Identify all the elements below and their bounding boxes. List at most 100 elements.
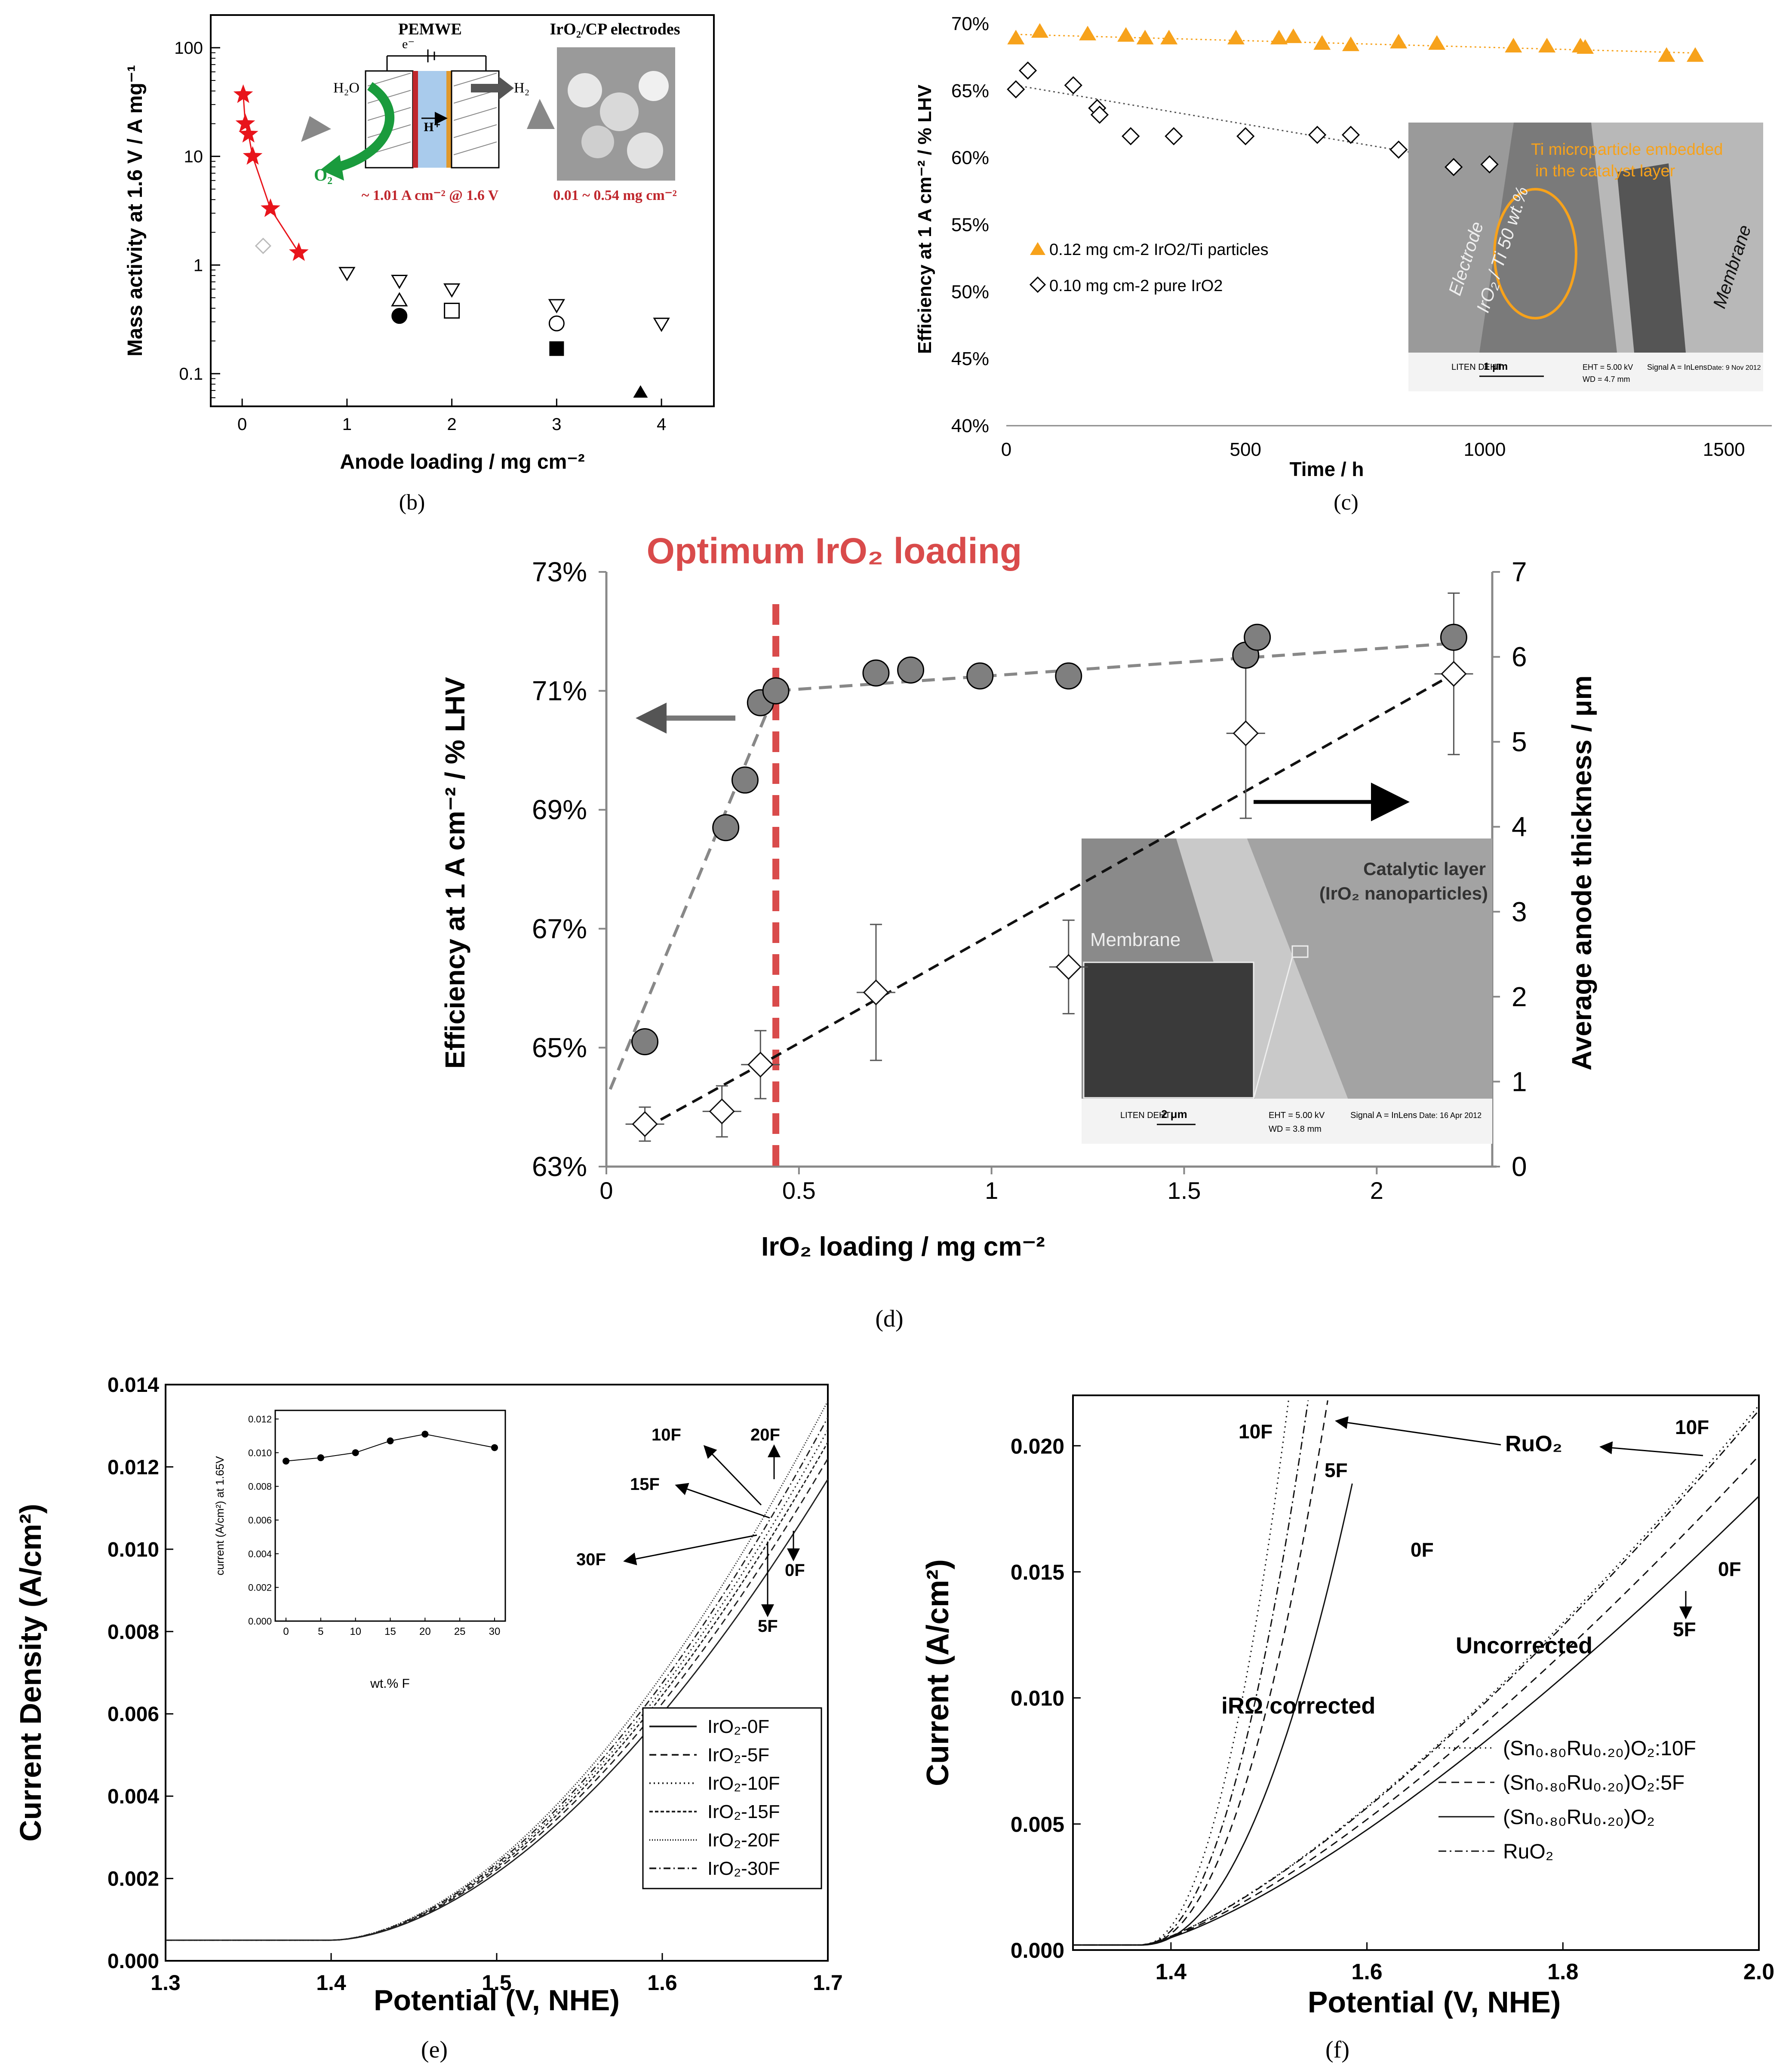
c-point-triangle <box>1136 30 1154 45</box>
c-legend-label-2: 0.10 mg cm-2 pure IrO2 <box>1049 277 1223 295</box>
b-sem-blob-5 <box>627 132 663 169</box>
e-xlabel: Potential (V, NHE) <box>374 1984 620 2017</box>
f-label-corrected: iRΩ corrected <box>1221 1693 1375 1719</box>
panel-label-d: (d) <box>875 1305 903 1332</box>
d-xtick-label: 0.5 <box>782 1177 816 1204</box>
b-xlabel: Anode loading / mg cm⁻² <box>340 451 584 473</box>
d-point-efficiency <box>631 1028 659 1056</box>
b-point-other <box>255 237 271 254</box>
c-point-triangle <box>1428 35 1446 50</box>
plot-frame-f <box>1072 1394 1760 1951</box>
d-inset-org: LITEN DEHT <box>1120 1111 1171 1120</box>
d-ytick-right-label: 0 <box>1512 1151 1527 1182</box>
e-legend-label: IrO₂-15F <box>707 1801 780 1822</box>
panel-c: 0 500 1000 1500 40% 45% 50% 55% 60% 65% 70% Ti mic… <box>914 13 1772 515</box>
e-axes: 1.3 1.4 1.5 1.6 1.7 0.000 0.002 0.004 0.006 0.008… <box>108 1374 843 1995</box>
b-point-star <box>238 124 258 143</box>
c-inset-annotation-line2: in the catalyst layer <box>1535 162 1675 180</box>
e-inset-ytick-label: 0.012 <box>248 1414 272 1425</box>
e-inset-ytick-label: 0.000 <box>248 1616 272 1627</box>
e-series-line <box>166 1442 829 1941</box>
b-inset-o2: O₂ <box>314 165 332 184</box>
c-xtick-label: 500 <box>1230 439 1261 460</box>
d-ytick-right-label: 2 <box>1512 981 1527 1012</box>
d-point-thickness <box>1233 720 1259 746</box>
f-arrow-ruo2-left <box>1335 1416 1501 1446</box>
c-ytick-label: 65% <box>951 80 989 101</box>
d-inset-catalytic-layer: Catalytic layer <box>1363 859 1486 879</box>
e-ytick-label: 0.008 <box>108 1621 159 1643</box>
e-legend-label: IrO₂-20F <box>707 1830 780 1851</box>
d-title: Optimum IrO₂ loading <box>647 531 1022 571</box>
e-ytick-label: 0.004 <box>108 1785 159 1808</box>
panel-d: 0 0.5 1 1.5 2 63% 65% 67% 69% 71% 73% 0 1 2 3 4 5 6 7 Cata… <box>440 531 1597 1332</box>
b-ytick-label: 1 <box>194 256 203 275</box>
f-legend-label: (Sn₀.₈₀Ru₀.₂₀)O₂:10F <box>1503 1737 1696 1760</box>
c-point-triangle <box>1160 30 1178 45</box>
f-series-uncorrected <box>1073 1455 1760 1946</box>
c-legend: 0.12 mg cm-2 IrO2/Ti particles 0.10 mg c… <box>1029 241 1269 295</box>
b-point-other <box>391 308 408 324</box>
d-point-thickness <box>1055 954 1082 980</box>
c-point-diamond <box>1165 127 1183 145</box>
d-ytick-left-label: 73% <box>532 556 587 587</box>
d-inset-nanoparticles: (IrO₂ nanoparticles) <box>1319 883 1488 903</box>
d-thickness-trend <box>644 673 1454 1130</box>
d-ytick-left-label: 69% <box>532 794 587 825</box>
c-inset-highlight-ellipse <box>1493 188 1577 319</box>
b-inset-hplus: H⁺ <box>424 120 440 134</box>
d-ytick-right-label: 7 <box>1512 556 1527 587</box>
c-point-triangle <box>1577 39 1594 54</box>
d-inset-sem-info-1: EHT = 5.00 kV <box>1269 1111 1325 1120</box>
d-inset: Catalytic layer (IrO₂ nanoparticles) Mem… <box>1082 838 1492 1144</box>
e-ytick-label: 0.012 <box>108 1456 159 1479</box>
f-series-corrected <box>1073 1400 1309 1946</box>
b-inset-membrane <box>418 71 446 168</box>
e-inset-point <box>283 1457 289 1465</box>
b-ylabel: Mass activity at 1.6 V / A mg⁻¹ <box>124 65 147 356</box>
e-inset-xtick-label: 15 <box>384 1626 396 1637</box>
b-xtick-label: 4 <box>657 415 666 434</box>
f-series-corrected <box>1073 1483 1353 1946</box>
c-xtick-label: 0 <box>1001 439 1011 460</box>
b-inset-left-gray-arrow <box>301 116 331 142</box>
c-point-diamond <box>1341 126 1360 144</box>
d-point-efficiency <box>862 659 890 687</box>
e-inset-xlabel: wt.% F <box>370 1677 410 1691</box>
e-xtick-label: 1.5 <box>482 1971 512 1995</box>
e-xtick-label: 1.4 <box>316 1971 346 1995</box>
b-inset-cell-orange <box>446 71 452 168</box>
c-inset-sem-info-1: EHT = 5.00 kV <box>1583 363 1633 372</box>
c-point-diamond <box>1236 127 1255 145</box>
c-inset-sem-info-3: Signal A = InLens <box>1647 363 1707 372</box>
c-ylabel: Efficiency at 1 A cm⁻² / % LHV <box>914 84 935 354</box>
f-label-ruo2: RuO₂ <box>1505 1431 1562 1456</box>
b-point-star <box>235 113 255 132</box>
e-xtick-label: 1.7 <box>813 1971 843 1995</box>
e-inset-point <box>352 1449 359 1456</box>
b-sem-blob-3 <box>639 71 669 101</box>
b-xtick-label: 0 <box>237 415 247 434</box>
d-marks <box>609 592 1473 1167</box>
d-ytick-left-label: 71% <box>532 676 587 706</box>
c-point-triangle <box>1390 34 1408 49</box>
c-point-triangle <box>1342 36 1359 51</box>
d-inset-catalyst-layer <box>1176 838 1355 1116</box>
d-inset-zoom-source <box>1291 945 1309 958</box>
f-legend-label: (Sn₀.₈₀Ru₀.₂₀)O₂ <box>1503 1806 1655 1829</box>
d-inset-sem-info-4: Date: 16 Apr 2012 <box>1419 1111 1482 1120</box>
b-point-other <box>391 292 408 307</box>
e-inset-ytick-label: 0.010 <box>248 1447 272 1458</box>
e-ytick-label: 0.002 <box>108 1868 159 1891</box>
b-point-other <box>633 385 648 398</box>
panel-label-e: (e) <box>421 2036 448 2063</box>
c-point-triangle <box>1031 23 1048 38</box>
f-series-uncorrected <box>1073 1496 1760 1946</box>
c-point-triangle <box>1227 30 1245 45</box>
f-label-10F-b: 10F <box>1675 1416 1709 1438</box>
d-point-efficiency <box>897 656 925 684</box>
b-point-other <box>548 299 566 313</box>
f-annotations: 10F 5F 0F RuO₂ 10F 0F 5F Uncorrected iRΩ… <box>1221 1416 1741 1719</box>
e-inset-axes: 0 5 10 15 20 25 30 0.000 0.002 0.004 0.006 0.008 0.0… <box>248 1414 500 1637</box>
c-point-diamond <box>1389 140 1408 159</box>
